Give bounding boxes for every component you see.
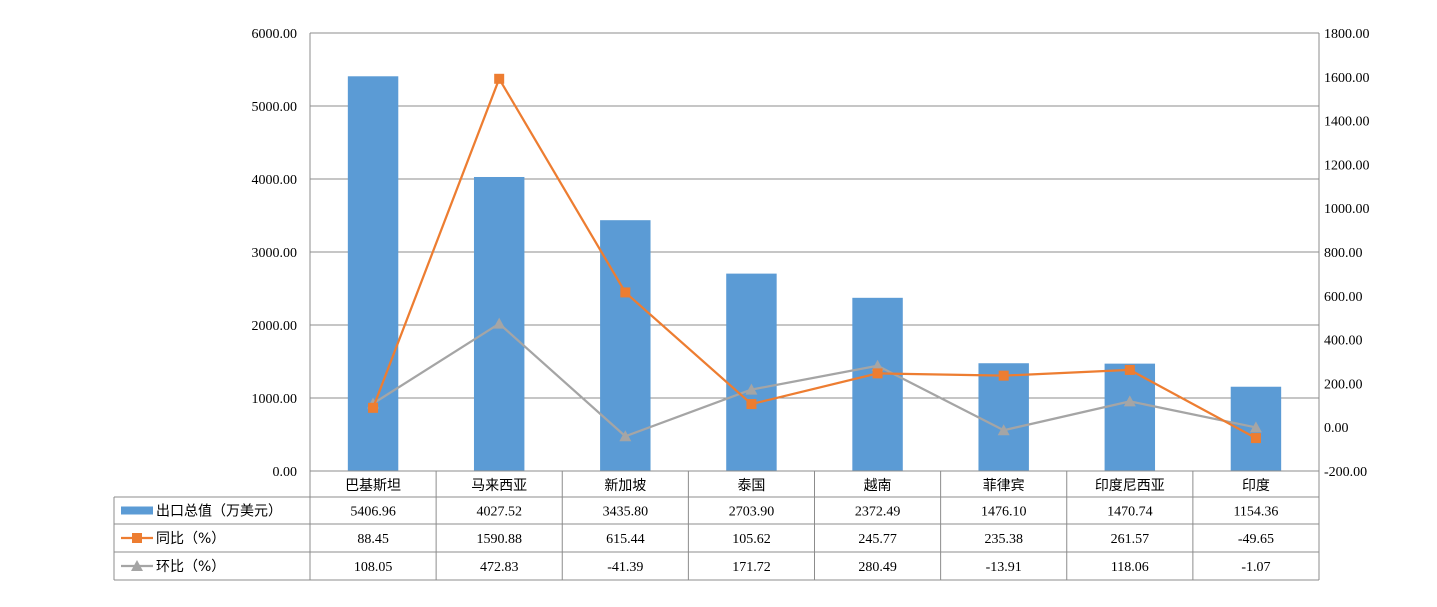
legend-key-square: [132, 533, 142, 543]
square-marker: [620, 287, 631, 298]
series-line-2: [372, 322, 1257, 438]
table-cell-value: 118.06: [1111, 560, 1149, 575]
square-marker: [1250, 433, 1261, 444]
y-right-tick-label: 1800.00: [1324, 27, 1370, 42]
bar: [852, 297, 903, 471]
y-right-tick-label: 0.00: [1324, 421, 1349, 436]
y-right-tick-label: 1400.00: [1324, 115, 1370, 130]
bar: [1104, 363, 1156, 471]
square-marker: [1124, 364, 1135, 375]
table-cell-value: 4027.52: [476, 505, 522, 520]
table-cell-value: 472.83: [480, 560, 519, 575]
table-cell-value: 1476.10: [981, 505, 1027, 520]
category-label: 巴基斯坦: [345, 477, 401, 494]
y-left-tick-label: 6000.00: [252, 27, 298, 42]
line-series: [367, 73, 1262, 444]
square-marker: [494, 73, 505, 84]
square-marker: [368, 402, 379, 413]
table-cell-value: 245.77: [858, 532, 897, 547]
bar-series: [347, 76, 1282, 472]
y-left-tick-label: 4000.00: [252, 173, 298, 188]
y-left-tick-label: 0.00: [273, 465, 298, 480]
y-right-tick-label: 400.00: [1324, 334, 1363, 349]
category-label: 新加坡: [604, 478, 646, 494]
triangle-marker: [619, 430, 632, 442]
series-line-1: [372, 77, 1257, 440]
legend-label: 同比（%）: [156, 531, 225, 547]
table-cell-value: -49.65: [1238, 532, 1274, 547]
legend-label: 环比（%）: [156, 559, 225, 575]
triangle-marker: [745, 383, 758, 395]
table-cell-value: 108.05: [354, 560, 393, 575]
y-right-tick-label: 200.00: [1324, 377, 1363, 392]
table-cell-value: -41.39: [607, 560, 643, 575]
square-marker: [872, 368, 883, 379]
table-cell-value: 280.49: [858, 560, 897, 575]
table-cell-value: 5406.96: [350, 505, 396, 520]
table-cell-value: 171.72: [732, 560, 771, 575]
y-left-tick-label: 5000.00: [252, 100, 298, 115]
legend-label: 出口总值（万美元）: [156, 504, 282, 520]
y-right-tick-label: 1600.00: [1324, 71, 1370, 86]
y-left-tick-label: 2000.00: [252, 319, 298, 334]
table-cell-value: -1.07: [1241, 560, 1270, 575]
table-cell-value: 1590.88: [476, 532, 522, 547]
gridlines: [310, 32, 1319, 472]
table-cell-value: 1470.74: [1107, 505, 1153, 520]
square-marker: [998, 370, 1009, 381]
legend-key-triangle: [131, 560, 143, 571]
y-right-tick-label: -200.00: [1324, 465, 1367, 480]
table-cell-value: 235.38: [984, 532, 1023, 547]
category-label: 马来西亚: [471, 478, 527, 494]
table-cell-value: 2372.49: [855, 505, 901, 520]
y-right-tick-label: 1000.00: [1324, 202, 1370, 217]
category-label: 印度尼西亚: [1095, 478, 1165, 494]
table-cell-value: 3435.80: [603, 505, 649, 520]
category-label: 越南: [864, 478, 892, 494]
triangle-marker: [1123, 395, 1136, 407]
y-right-tick-label: 800.00: [1324, 246, 1363, 261]
table-cell-value: -13.91: [986, 560, 1022, 575]
category-label: 菲律宾: [983, 478, 1025, 494]
triangle-marker: [871, 359, 884, 371]
table-cell-value: 615.44: [606, 532, 645, 547]
bar: [978, 363, 1029, 471]
triangle-marker: [493, 317, 506, 329]
category-label: 泰国: [737, 478, 765, 494]
table-cell-value: 88.45: [357, 532, 389, 547]
square-marker: [746, 399, 757, 410]
table-cell-value: 1154.36: [1233, 505, 1278, 520]
y-right-tick-label: 1200.00: [1324, 158, 1370, 173]
legend-key-bar: [121, 506, 153, 515]
y-right-tick-label: 600.00: [1324, 290, 1363, 305]
triangle-marker: [997, 424, 1010, 436]
y-left-tick-label: 3000.00: [252, 246, 298, 261]
axes: 0.00 1000.00 2000.00 3000.00 4000.00 5000.00 6…: [252, 27, 1370, 480]
table-cell-value: 261.57: [1111, 532, 1150, 547]
triangle-marker: [1249, 421, 1262, 433]
bar: [726, 273, 777, 471]
table-cell-value: 105.62: [732, 532, 771, 547]
y-left-tick-label: 1000.00: [252, 392, 298, 407]
table-cell-value: 2703.90: [729, 505, 775, 520]
category-label: 印度: [1242, 478, 1270, 494]
